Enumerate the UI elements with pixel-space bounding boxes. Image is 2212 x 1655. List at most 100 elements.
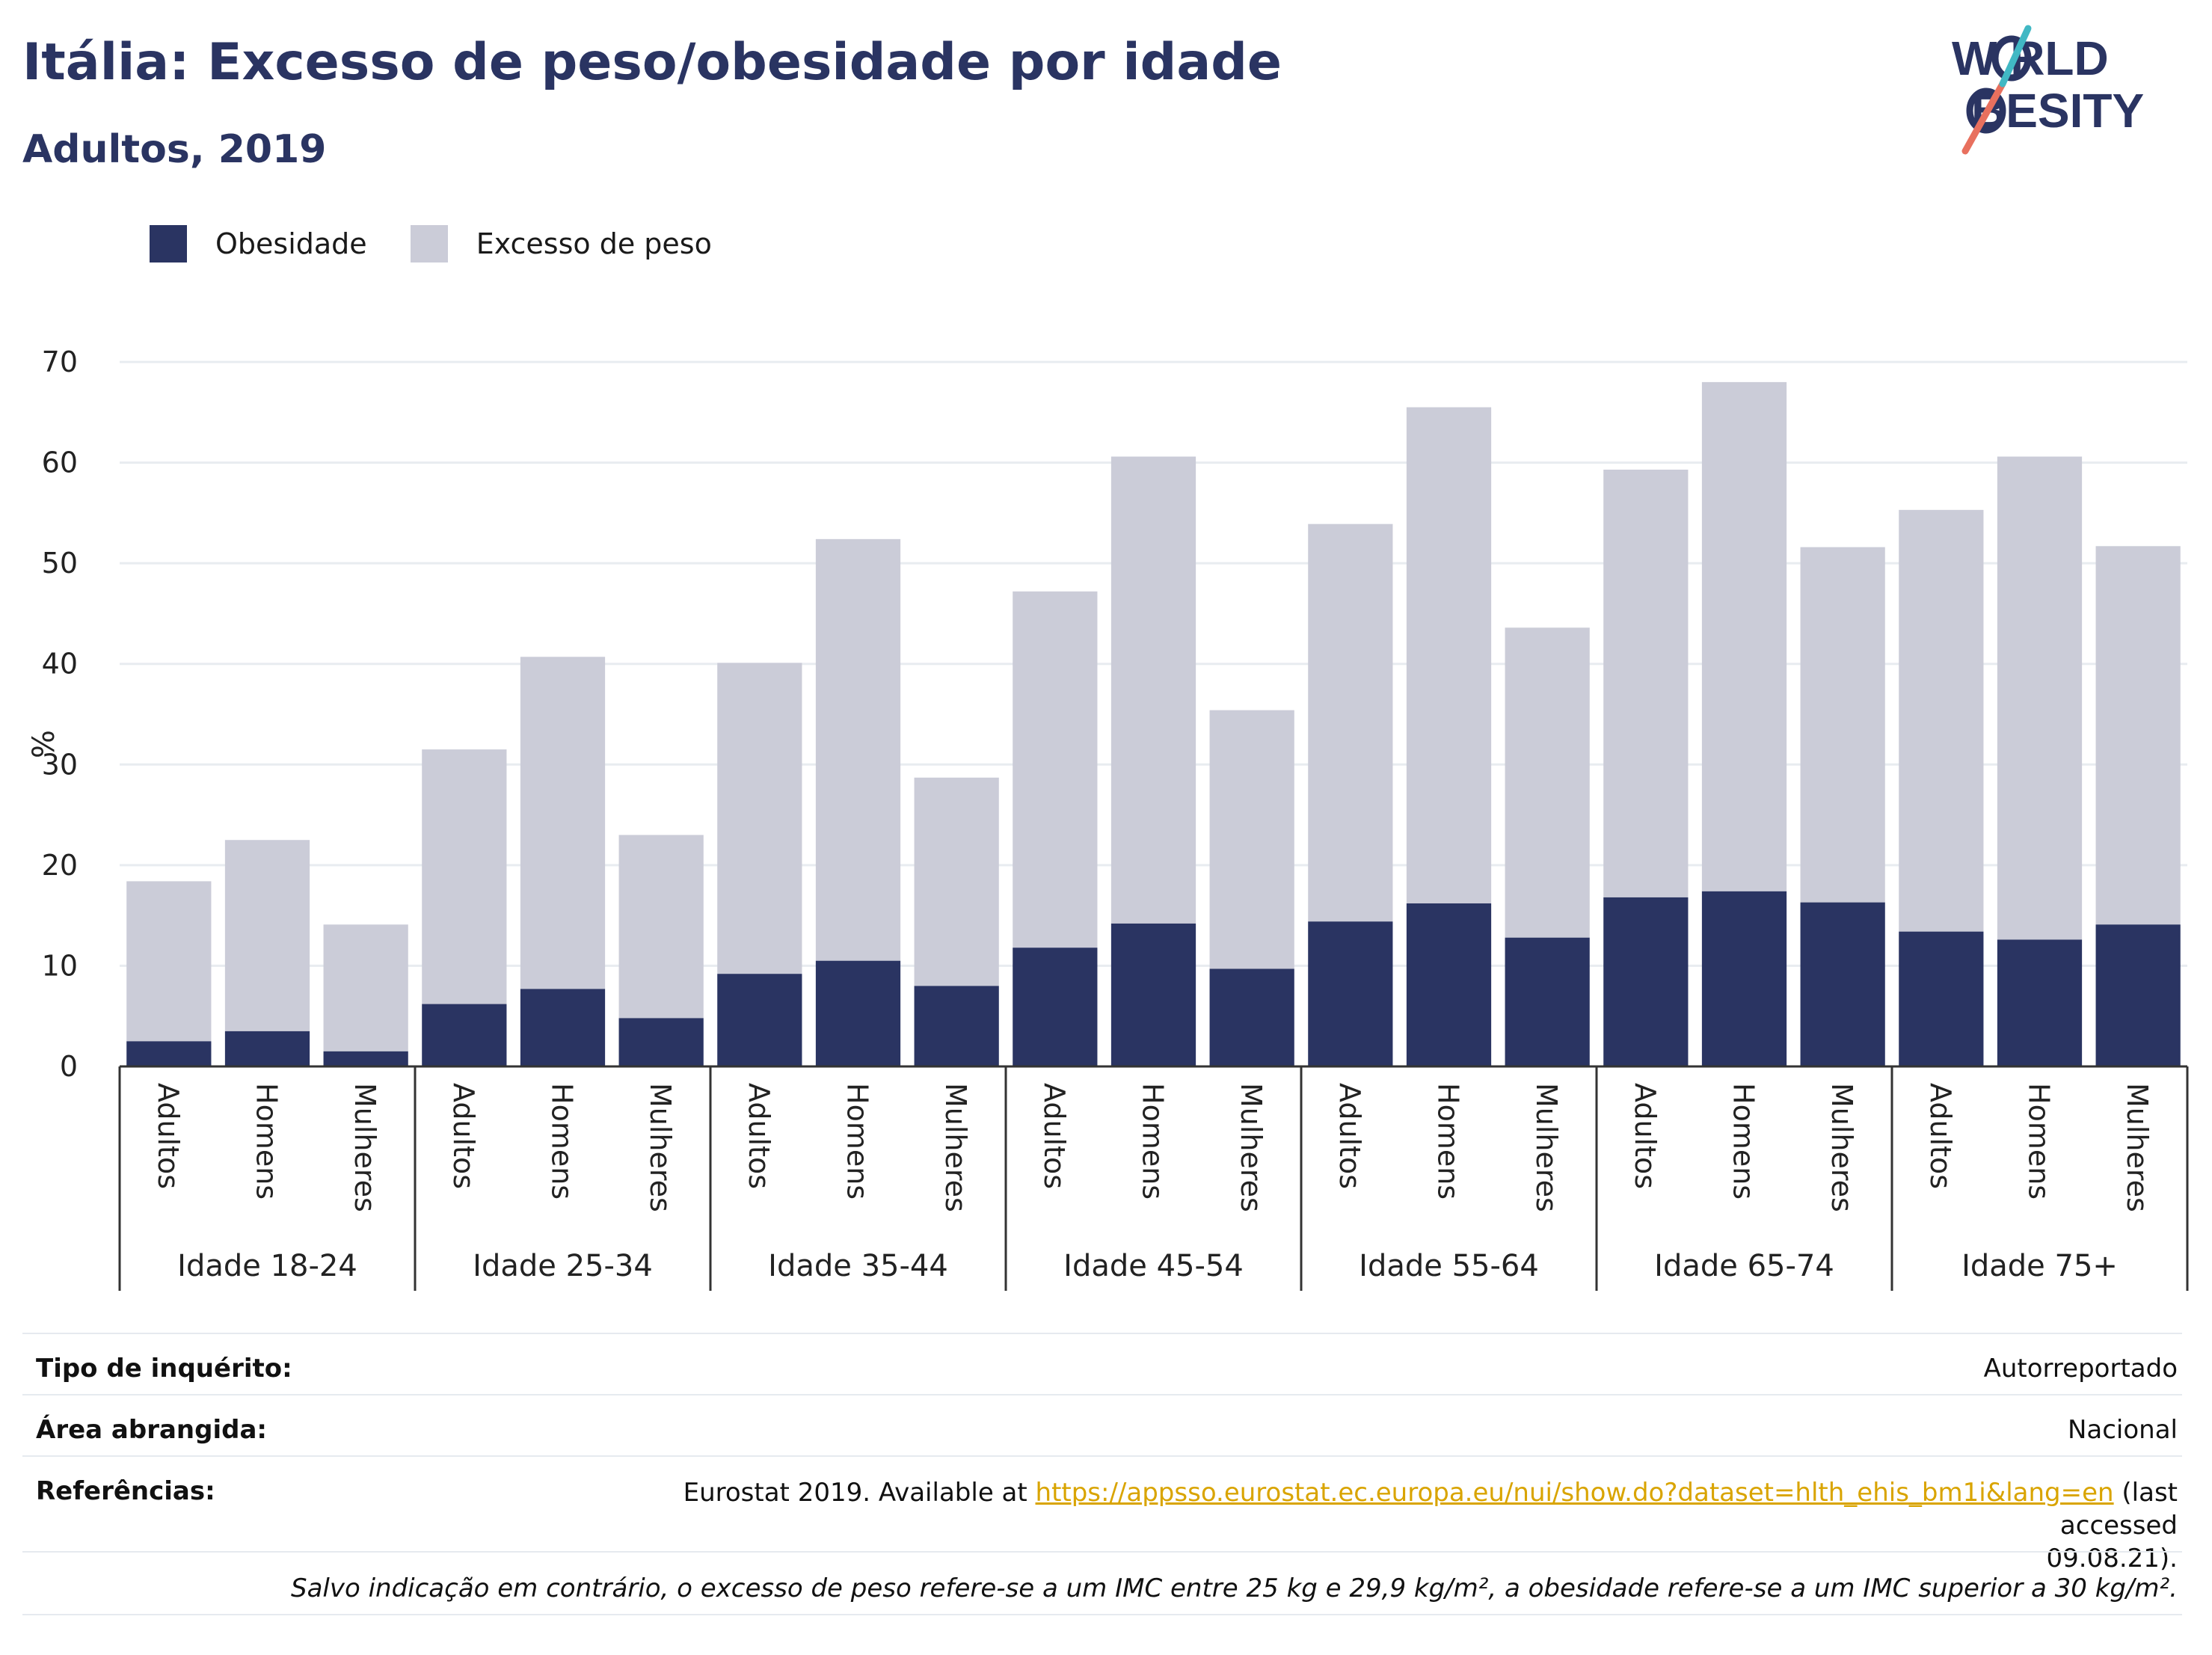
info-label-coverage: Área abrangida: bbox=[36, 1415, 267, 1445]
bar-obesidade bbox=[717, 974, 802, 1066]
x-subcategory-label: Mulheres bbox=[644, 1083, 677, 1212]
bar-obesidade bbox=[126, 1041, 212, 1066]
legend-item-obesidade: Obesidade bbox=[150, 225, 367, 262]
x-group-label: Idade 25-34 bbox=[473, 1249, 653, 1283]
x-subcategory-label: Adultos bbox=[1629, 1083, 1662, 1189]
bar-excesso-de-peso bbox=[1308, 523, 1393, 922]
bar-excesso-de-peso bbox=[126, 881, 212, 1042]
y-tick-label: 60 bbox=[42, 446, 78, 479]
bar-obesidade bbox=[1013, 948, 1098, 1066]
y-tick-label: 30 bbox=[42, 748, 78, 781]
bar-excesso-de-peso bbox=[1406, 407, 1492, 903]
x-subcategory-label: Adultos bbox=[1924, 1083, 1957, 1189]
info-row-references: Referências: Eurostat 2019. Available at… bbox=[22, 1455, 2182, 1573]
logo-slash-teal bbox=[1999, 25, 2032, 87]
x-subcategory-label: Homens bbox=[841, 1083, 874, 1200]
y-tick-label: 40 bbox=[42, 648, 78, 681]
bar-excesso-de-peso bbox=[1800, 547, 1885, 903]
bar-excesso-de-peso bbox=[224, 840, 310, 1031]
x-group-label: Idade 35-44 bbox=[768, 1249, 948, 1283]
info-row-survey-type: Tipo de inquérito: Autorreportado bbox=[22, 1333, 2182, 1394]
info-row-coverage: Área abrangida: Nacional bbox=[22, 1394, 2182, 1455]
x-subcategory-label: Adultos bbox=[743, 1083, 775, 1189]
x-subcategory-label: Mulheres bbox=[939, 1083, 972, 1212]
x-subcategory-label: Adultos bbox=[447, 1083, 480, 1189]
info-value-references: Eurostat 2019. Available at https://apps… bbox=[682, 1476, 2178, 1575]
logo-o-ring-bottom bbox=[1966, 87, 2006, 134]
bar-excesso-de-peso bbox=[2095, 546, 2181, 925]
x-subcategory-label: Adultos bbox=[152, 1083, 185, 1189]
bar-obesidade bbox=[323, 1051, 408, 1066]
x-subcategory-label: Homens bbox=[1432, 1083, 1465, 1200]
references-text-after: (last accessed bbox=[2059, 1478, 2178, 1541]
bar-excesso-de-peso bbox=[1603, 469, 1689, 897]
references-text-date: 09.08.21). bbox=[2046, 1544, 2178, 1573]
x-group-label: Idade 75+ bbox=[1961, 1249, 2118, 1283]
bar-obesidade bbox=[914, 986, 999, 1066]
chart-title: Itália: Excesso de peso/obesidade por id… bbox=[22, 33, 1282, 92]
y-tick-label: 70 bbox=[42, 346, 78, 378]
logo-o-ring-top bbox=[1991, 35, 2032, 82]
bar-obesidade bbox=[422, 1004, 507, 1066]
info-value-survey-type: Autorreportado bbox=[1983, 1354, 2178, 1384]
chart-legend: Obesidade Excesso de peso bbox=[150, 223, 755, 265]
bar-obesidade bbox=[520, 989, 606, 1066]
bar-excesso-de-peso bbox=[323, 924, 408, 1051]
legend-label-excesso-de-peso: Excesso de peso bbox=[476, 227, 712, 260]
stacked-bar-chart: 0 10 20 30 40 50 60 70% Adultos Homens Mulheres Adu… bbox=[27, 346, 2189, 1291]
bar-excesso-de-peso bbox=[618, 835, 704, 1019]
bar-obesidade bbox=[1800, 902, 1885, 1066]
x-subcategory-label: Mulheres bbox=[1235, 1083, 1268, 1212]
bar-excesso-de-peso bbox=[1209, 710, 1294, 969]
y-tick-label: 20 bbox=[42, 849, 78, 882]
bar-excesso-de-peso bbox=[914, 777, 999, 986]
bar-excesso-de-peso bbox=[1505, 627, 1590, 938]
x-subcategory-label: Adultos bbox=[1038, 1083, 1071, 1189]
bar-obesidade bbox=[1308, 921, 1393, 1066]
x-group-label: Idade 45-54 bbox=[1063, 1249, 1244, 1283]
info-value-coverage: Nacional bbox=[2067, 1415, 2178, 1445]
x-subcategory-label: Homens bbox=[251, 1083, 283, 1200]
x-subcategory-label: Mulheres bbox=[2121, 1083, 2154, 1212]
bar-obesidade bbox=[1701, 891, 1787, 1066]
bar-obesidade bbox=[1997, 939, 2083, 1066]
x-subcategory-label: Homens bbox=[1137, 1083, 1170, 1200]
world-obesity-logo: W RLD BESITY bbox=[1952, 25, 2144, 155]
bar-obesidade bbox=[224, 1031, 310, 1066]
bar-excesso-de-peso bbox=[717, 663, 802, 974]
legend-swatch-excesso-de-peso bbox=[410, 225, 448, 262]
bar-obesidade bbox=[1209, 968, 1294, 1066]
bar-excesso-de-peso bbox=[520, 657, 606, 989]
legend-label-obesidade: Obesidade bbox=[215, 227, 367, 260]
definition-note: Salvo indicação em contrário, o excesso … bbox=[290, 1573, 2178, 1603]
x-subcategory-label: Mulheres bbox=[1825, 1083, 1858, 1212]
bar-excesso-de-peso bbox=[1997, 456, 2083, 940]
info-label-survey-type: Tipo de inquérito: bbox=[36, 1354, 292, 1384]
references-text-before: Eurostat 2019. Available at bbox=[683, 1478, 1036, 1508]
y-tick-label: 0 bbox=[60, 1050, 78, 1083]
bar-excesso-de-peso bbox=[815, 538, 901, 961]
bar-obesidade bbox=[815, 960, 901, 1066]
bar-obesidade bbox=[1899, 931, 1984, 1066]
x-subcategory-label: Adultos bbox=[1333, 1083, 1366, 1189]
x-group-label: Idade 55-64 bbox=[1359, 1249, 1539, 1283]
bar-excesso-de-peso bbox=[1013, 591, 1098, 948]
info-row-note: Salvo indicação em contrário, o excesso … bbox=[22, 1551, 2182, 1615]
legend-swatch-obesidade bbox=[150, 225, 187, 262]
bar-obesidade bbox=[1603, 897, 1689, 1066]
y-axis-label: % bbox=[27, 730, 61, 758]
y-tick-label: 10 bbox=[42, 949, 78, 982]
bar-obesidade bbox=[618, 1018, 704, 1066]
x-subcategory-label: Mulheres bbox=[348, 1083, 381, 1212]
x-subcategory-label: Homens bbox=[2023, 1083, 2056, 1200]
bar-excesso-de-peso bbox=[1701, 381, 1787, 891]
legend-item-excesso-de-peso: Excesso de peso bbox=[410, 225, 712, 262]
bar-obesidade bbox=[2095, 924, 2181, 1066]
y-tick-label: 50 bbox=[42, 547, 78, 580]
bar-obesidade bbox=[1505, 937, 1590, 1066]
references-link[interactable]: https://appsso.eurostat.ec.europa.eu/nui… bbox=[1035, 1478, 2114, 1508]
info-label-references: Referências: bbox=[36, 1476, 215, 1506]
x-subcategory-label: Mulheres bbox=[1530, 1083, 1563, 1212]
info-table: Tipo de inquérito: Autorreportado Área a… bbox=[22, 1333, 2182, 1615]
logo-slash-coral bbox=[1961, 80, 2006, 155]
